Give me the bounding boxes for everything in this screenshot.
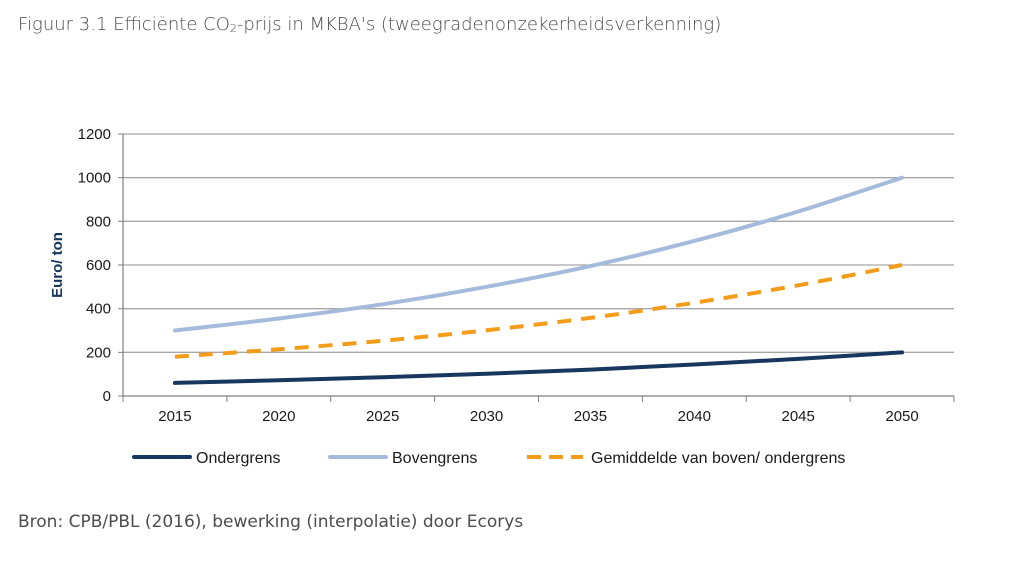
x-tick-label-2045: 2045	[782, 408, 815, 425]
figure-title-subscript: 2	[229, 22, 237, 35]
legend-label-2: Gemiddelde van boven/ ondergrens	[591, 450, 845, 467]
series-line-1	[172, 175, 905, 333]
x-tick-label-2050: 2050	[885, 408, 918, 425]
y-tick-label-1000: 1000	[78, 170, 111, 187]
x-tick-label-2020: 2020	[262, 408, 295, 425]
x-tick-label-2015: 2015	[158, 408, 191, 425]
y-axis-title: Euro/ ton	[49, 232, 66, 298]
y-tick-label-800: 800	[86, 213, 111, 230]
y-tick-label-0: 0	[103, 388, 111, 405]
x-tick-label-2035: 2035	[574, 408, 607, 425]
legend-label-0: Ondergrens	[196, 450, 281, 467]
legend-label-1: Bovengrens	[392, 450, 477, 467]
y-tick-label-1200: 1200	[78, 126, 111, 143]
y-tick-label-400: 400	[86, 301, 111, 318]
x-tick-label-2025: 2025	[366, 408, 399, 425]
y-tick-label-600: 600	[86, 257, 111, 274]
figure-title-prefix: Figuur 3.1 Efficiënte CO	[18, 14, 230, 35]
series-line-0	[172, 350, 905, 385]
figure-title-suffix: -prijs in MKBA's (tweegradenonzekerheids…	[236, 14, 722, 35]
line-chart: 0 200 400 600 800 1000 1200 2015 2020 2025 2030 203…	[49, 126, 955, 467]
y-tick-label-200: 200	[86, 344, 111, 361]
source-note: Bron: CPB/PBL (2016), bewerking (interpo…	[18, 512, 524, 532]
x-tick-label-2040: 2040	[678, 408, 711, 425]
x-tick-label-2030: 2030	[470, 408, 503, 425]
figure-title: Figuur 3.1 Efficiënte CO2-prijs in MKBA'…	[18, 14, 721, 35]
series-line-2	[174, 263, 903, 359]
